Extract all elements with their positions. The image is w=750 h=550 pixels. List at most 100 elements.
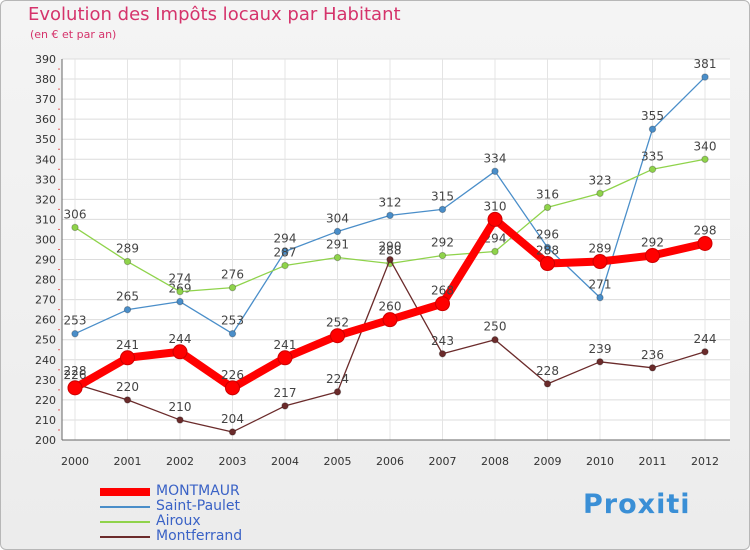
data-label-montmaur: 226 (221, 368, 244, 382)
data-point-montmaur (697, 235, 713, 251)
data-point-montferrand (386, 255, 394, 264)
data-label-saint-paulet: 265 (116, 290, 139, 304)
data-label-saint-paulet: 334 (484, 151, 507, 165)
data-point-airoux (438, 251, 447, 260)
data-point-airoux (71, 223, 79, 232)
data-point-montferrand (176, 416, 184, 424)
data-label-montmaur: 252 (326, 316, 349, 330)
data-label-montmaur: 298 (694, 223, 717, 237)
data-label-airoux: 291 (326, 238, 349, 252)
legend-item-airoux: Airoux (100, 514, 300, 529)
legend-swatch-montmaur (100, 488, 150, 496)
x-tick-label: 2004 (271, 455, 299, 468)
data-point-airoux (701, 155, 709, 163)
proxiti-logo: Proxiti (583, 489, 691, 520)
y-tick-label: 220 (35, 394, 56, 407)
legend-swatch-airoux (100, 521, 150, 523)
data-point-montferrand (333, 388, 342, 396)
x-tick-label: 2007 (429, 455, 457, 468)
x-tick-label: 2002 (166, 455, 194, 468)
data-label-saint-paulet: 294 (274, 232, 297, 246)
data-point-saint-paulet (281, 247, 289, 256)
data-point-montmaur (67, 380, 83, 396)
data-point-saint-paulet (386, 211, 394, 220)
data-label-saint-paulet: 271 (589, 278, 612, 292)
data-label-montferrand: 228 (64, 364, 87, 378)
data-label-montferrand: 250 (484, 320, 507, 334)
data-label-airoux: 323 (589, 173, 612, 187)
data-label-saint-paulet: 315 (431, 189, 454, 203)
data-point-montferrand (543, 380, 552, 388)
data-label-airoux: 335 (641, 149, 664, 163)
data-label-saint-paulet: 253 (64, 314, 87, 328)
x-tick-label: 2011 (639, 455, 667, 468)
data-point-montmaur (435, 296, 450, 312)
data-point-airoux (491, 247, 499, 256)
data-label-montferrand: 224 (326, 372, 349, 386)
data-point-airoux (176, 287, 184, 296)
data-label-airoux: 276 (221, 268, 244, 282)
chart-subtitle: (en € et par an) (30, 28, 117, 41)
x-tick-label: 2010 (586, 455, 614, 468)
data-point-montferrand (648, 364, 657, 372)
data-label-montmaur: 288 (536, 244, 559, 258)
data-point-saint-paulet (176, 297, 184, 306)
data-label-montferrand: 244 (694, 332, 717, 346)
data-point-montferrand (228, 428, 237, 436)
data-point-saint-paulet (543, 243, 552, 252)
y-tick-label: 380 (35, 73, 56, 86)
data-label-montmaur: 260 (379, 300, 402, 314)
y-tick-label: 240 (35, 354, 56, 367)
data-point-montmaur (225, 380, 240, 396)
data-point-montmaur (487, 211, 503, 227)
data-point-airoux (333, 253, 342, 262)
data-point-montmaur (592, 254, 608, 270)
data-point-airoux (281, 261, 289, 270)
data-label-airoux: 340 (694, 139, 717, 153)
data-label-montmaur: 226 (64, 368, 87, 382)
data-point-saint-paulet (333, 227, 342, 236)
data-label-saint-paulet: 296 (536, 227, 559, 241)
data-point-saint-paulet (596, 293, 604, 302)
y-tick-label: 290 (35, 254, 56, 267)
chart-title: Evolution des Impôts locaux par Habitant (28, 4, 401, 25)
data-point-montmaur (277, 350, 293, 366)
x-tick-label: 2008 (481, 455, 509, 468)
data-point-airoux (123, 257, 132, 266)
data-label-airoux: 316 (536, 187, 559, 201)
data-label-saint-paulet: 381 (694, 57, 717, 71)
data-label-montferrand: 228 (536, 364, 559, 378)
y-tick-label: 310 (35, 213, 56, 226)
y-tick-label: 350 (35, 133, 56, 146)
data-point-airoux (543, 203, 552, 212)
data-point-montferrand (701, 348, 709, 356)
y-tick-label: 200 (35, 434, 56, 447)
plot-area (62, 59, 730, 440)
legend-swatch-saint-paulet (100, 506, 150, 508)
y-tick-label: 280 (35, 274, 56, 287)
x-tick-label: 2012 (691, 455, 719, 468)
data-point-airoux (228, 283, 237, 292)
legend-label-airoux: Airoux (156, 513, 201, 529)
y-tick-label: 320 (35, 193, 56, 206)
data-point-montferrand (281, 402, 289, 410)
data-point-montmaur (120, 350, 135, 366)
legend-item-montferrand: Montferrand (100, 529, 300, 544)
data-point-montferrand (123, 396, 132, 404)
data-point-saint-paulet (491, 167, 499, 175)
data-label-montferrand: 220 (116, 380, 139, 394)
legend-label-montmaur: MONTMAUR (156, 483, 240, 499)
data-label-montmaur: 289 (589, 242, 612, 256)
legend-label-montferrand: Montferrand (156, 528, 243, 544)
data-label-saint-paulet: 312 (379, 195, 402, 209)
y-tick-label: 260 (35, 314, 56, 327)
y-tick-label: 370 (35, 93, 56, 106)
data-label-montferrand: 243 (431, 334, 454, 348)
x-tick-label: 2001 (114, 455, 142, 468)
y-tick-label: 330 (35, 173, 56, 186)
data-label-montmaur: 268 (431, 284, 454, 298)
x-tick-label: 2006 (376, 455, 404, 468)
data-point-airoux (648, 165, 657, 173)
x-tick-label: 2003 (219, 455, 247, 468)
data-point-montferrand (491, 336, 499, 344)
